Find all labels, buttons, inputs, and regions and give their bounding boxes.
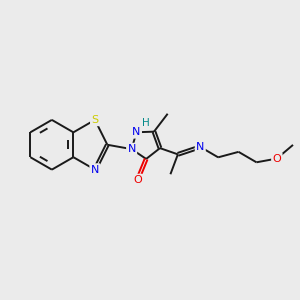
Text: H: H (142, 118, 149, 128)
Text: S: S (92, 115, 98, 125)
Text: N: N (128, 144, 136, 154)
Text: N: N (91, 165, 99, 175)
Text: O: O (272, 154, 281, 164)
Text: O: O (133, 175, 142, 185)
Text: N: N (132, 127, 141, 137)
Text: N: N (196, 142, 204, 152)
